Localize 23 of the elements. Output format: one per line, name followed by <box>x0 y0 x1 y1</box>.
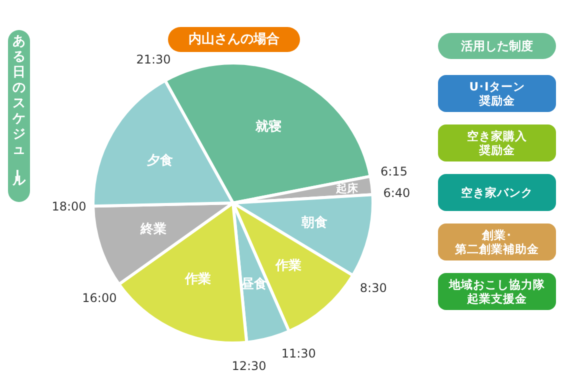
slice-label: 就寝 <box>254 118 282 134</box>
chart-title: 内山さんの場合 <box>188 31 280 47</box>
text: 活用した制度 <box>460 39 533 53</box>
text: 空き家購入奨励金 <box>467 128 528 158</box>
text: 12:30 <box>232 359 266 374</box>
text: 6:15 <box>380 164 408 179</box>
slice-label: 起床 <box>334 182 359 196</box>
text: 空き家バンク <box>461 186 533 200</box>
slice-label: 作業 <box>184 272 212 287</box>
slice-label: 夕食 <box>146 154 174 169</box>
text: 21:30 <box>136 52 171 67</box>
text: 地域おこし協力隊起業支援金 <box>448 277 546 306</box>
slice-label: 朝食 <box>300 216 328 231</box>
text: 創業･第二創業補助金 <box>454 228 539 256</box>
text: 8:30 <box>360 280 387 295</box>
text: 18:00 <box>52 200 86 214</box>
text: 6:40 <box>383 186 410 200</box>
slice-label: 昼食 <box>240 276 268 292</box>
text: U･Iターン奨励金 <box>469 79 525 108</box>
text: 11:30 <box>281 346 316 360</box>
slice-label: 作業 <box>274 258 302 274</box>
text: 16:00 <box>82 291 117 306</box>
slice-label: 終業 <box>139 222 166 237</box>
